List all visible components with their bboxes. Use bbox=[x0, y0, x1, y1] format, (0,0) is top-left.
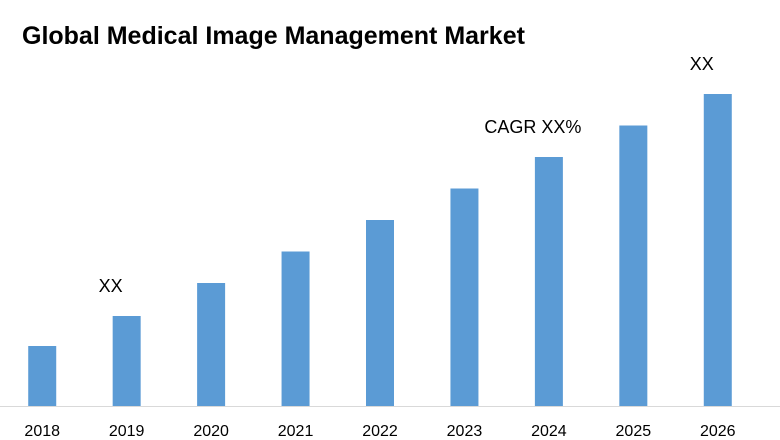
x-tick-label-2024: 2024 bbox=[531, 423, 567, 440]
x-tick-label-2022: 2022 bbox=[362, 423, 398, 440]
bar-2024 bbox=[534, 157, 563, 406]
bar-2022 bbox=[366, 220, 394, 406]
annotations-layer: XX CAGR XX% XX bbox=[99, 54, 714, 296]
bar-2025 bbox=[619, 125, 648, 406]
bar-2020 bbox=[197, 283, 226, 406]
bar-2023 bbox=[450, 188, 479, 406]
bar-2026 bbox=[703, 94, 732, 406]
x-tick-label-2025: 2025 bbox=[616, 423, 652, 440]
bar-2018 bbox=[28, 346, 57, 406]
x-tick-labels: 2018 2019 2020 2021 2022 2023 2024 2025 2026 bbox=[24, 423, 735, 440]
x-tick-label-2021: 2021 bbox=[278, 423, 314, 440]
x-tick-label-2019: 2019 bbox=[109, 423, 145, 440]
x-tick-label-2020: 2020 bbox=[193, 423, 229, 440]
bar-2019 bbox=[112, 316, 141, 406]
bars-layer bbox=[28, 94, 732, 406]
bar-2021 bbox=[281, 251, 310, 406]
annotation-3: XX bbox=[690, 54, 714, 74]
annotation-1: XX bbox=[99, 276, 123, 296]
x-tick-label-2018: 2018 bbox=[24, 423, 60, 440]
annotation-2: CAGR XX% bbox=[484, 117, 581, 137]
x-tick-label-2026: 2026 bbox=[700, 423, 736, 440]
chart-title: Global Medical Image Management Market bbox=[22, 22, 525, 50]
x-tick-label-2023: 2023 bbox=[447, 423, 483, 440]
